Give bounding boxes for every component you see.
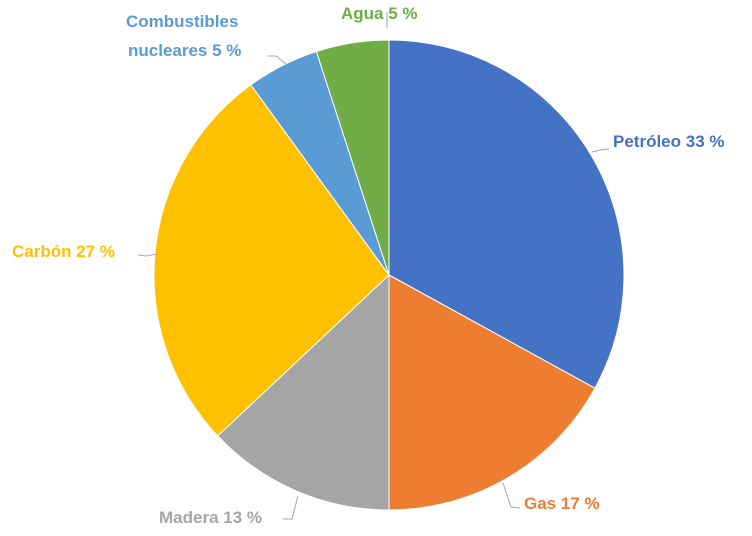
leader-petroleo — [591, 148, 610, 153]
leader-madera — [283, 495, 299, 520]
pie-slices — [153, 39, 625, 511]
leader-gas — [502, 482, 521, 509]
slice-petroleo — [388, 39, 625, 389]
slice-carbon — [153, 84, 390, 437]
slice-agua — [315, 39, 390, 276]
label-agua: Agua 5 % — [341, 4, 418, 23]
leader-carbon — [137, 253, 158, 257]
label-carbon: Carbón 27 % — [12, 242, 115, 261]
leader-lines — [137, 12, 610, 520]
label-combustibles-line1: Combustibles — [126, 12, 238, 31]
label-madera: Madera 13 % — [159, 508, 262, 527]
leader-combustibles — [268, 55, 287, 65]
label-gas: Gas 17 % — [524, 494, 600, 513]
data-labels: Petróleo 33 % Gas 17 % Madera 13 % Carbó… — [12, 4, 725, 527]
slice-gas — [388, 274, 596, 511]
label-petroleo: Petróleo 33 % — [613, 132, 725, 151]
slice-madera — [216, 273, 390, 511]
label-combustibles-line2: nucleares 5 % — [128, 41, 241, 60]
